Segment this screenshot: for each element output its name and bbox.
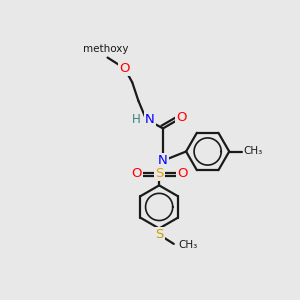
Text: CH₃: CH₃	[244, 146, 263, 157]
Text: H: H	[132, 113, 141, 126]
Text: CH₃: CH₃	[178, 240, 198, 250]
Text: N: N	[145, 113, 155, 126]
Text: methoxy: methoxy	[83, 44, 129, 54]
Text: O: O	[176, 111, 187, 124]
Text: N: N	[158, 154, 168, 167]
Text: O: O	[119, 62, 130, 75]
Text: S: S	[155, 167, 163, 180]
Text: O: O	[177, 167, 188, 180]
Text: S: S	[155, 228, 163, 241]
Text: O: O	[132, 167, 142, 180]
